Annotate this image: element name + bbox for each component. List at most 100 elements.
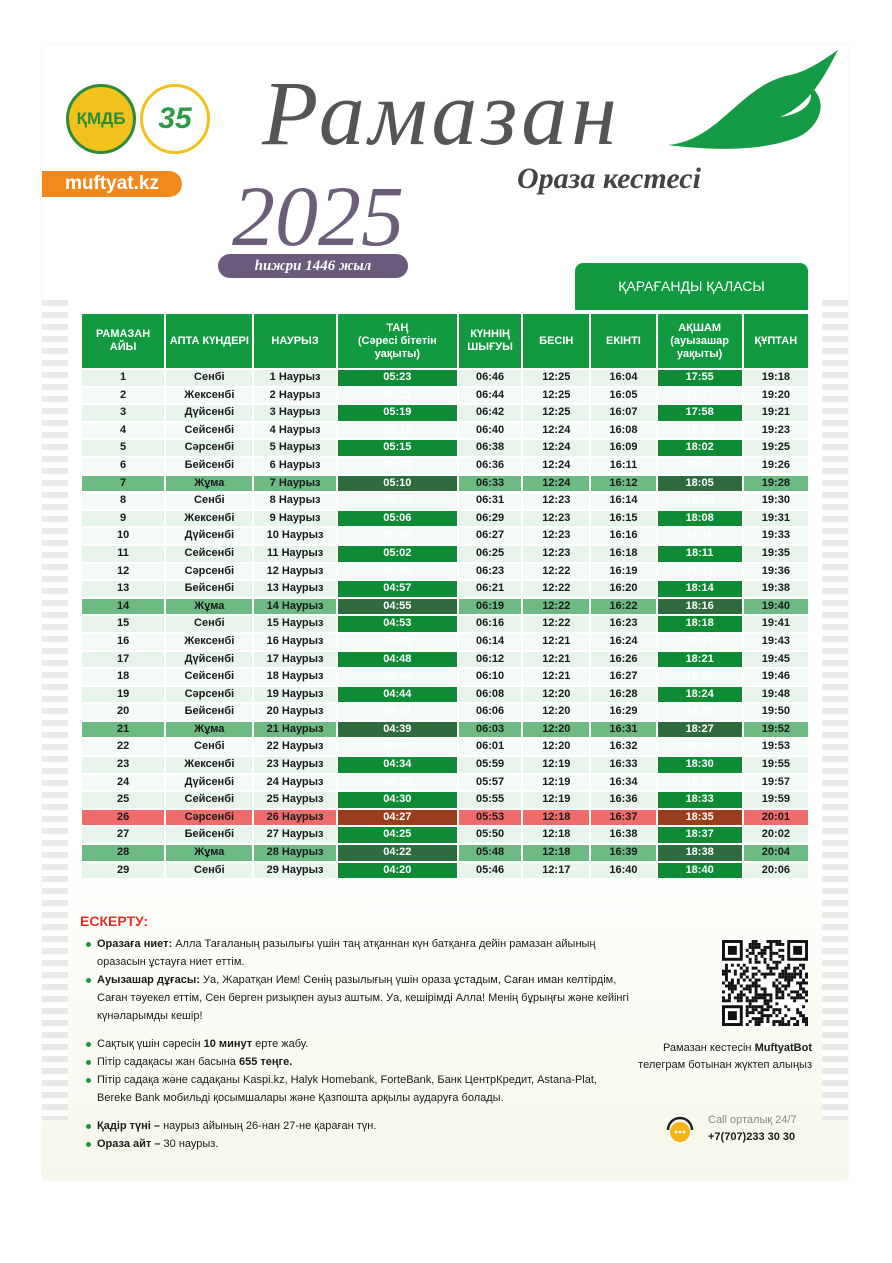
ornament-right — [822, 300, 848, 1120]
table-cell: Бейсенбі — [166, 457, 253, 474]
table-cell: 6 — [82, 457, 165, 474]
qr-module — [769, 996, 773, 1000]
table-cell: 18:24 — [657, 686, 742, 703]
table-cell: Сәрсенбі — [166, 686, 253, 703]
table-row: 9 Жексенбі 9 Наурыз 05:06 06:29 12:23 16:15 18:… — [82, 510, 808, 527]
city-tab: ҚАРАҒАНДЫ ҚАЛАСЫ — [575, 263, 808, 310]
table-row: 2 Жексенбі 2 Наурыз 05:21 06:44 12:25 16:05 17:… — [82, 387, 808, 404]
table-cell: 05:06 — [337, 510, 457, 527]
note-text: Ауызашар дұғасы: — [97, 974, 200, 986]
qr-module — [802, 987, 806, 991]
table-cell: 19:28 — [743, 475, 808, 492]
qr-module — [772, 1011, 776, 1015]
qr-module — [805, 993, 808, 997]
table-cell: 18:29 — [657, 739, 742, 756]
table-cell: 18:13 — [657, 563, 742, 580]
qr-module — [796, 1020, 800, 1024]
qr-module — [781, 975, 785, 979]
note-text: 30 наурыз. — [160, 1138, 219, 1150]
table-cell: 04:32 — [337, 774, 457, 791]
qr-module — [781, 969, 785, 973]
qr-module — [724, 963, 728, 967]
table-row: 7 Жұма 7 Наурыз 05:10 06:33 12:24 16:12 18:05 19… — [82, 475, 808, 492]
table-cell: 19:23 — [743, 422, 808, 439]
table-cell: 16:14 — [591, 493, 656, 509]
qr-module — [745, 987, 749, 991]
qr-module — [787, 1008, 791, 1012]
table-cell: 16:18 — [591, 545, 656, 562]
qr-module — [748, 945, 752, 949]
qr-module — [787, 966, 791, 970]
table-cell: 25 Наурыз — [254, 792, 336, 808]
table-cell: Дүйсенбі — [166, 528, 253, 544]
table-cell: 24 Наурыз — [254, 774, 336, 791]
qr-module — [739, 966, 743, 970]
qr-module — [763, 987, 767, 991]
table-cell: 18:38 — [657, 845, 742, 861]
qr-module — [796, 1011, 800, 1015]
qr-module — [772, 981, 776, 985]
qr-module — [736, 999, 740, 1003]
leaf-decoration — [668, 50, 838, 149]
table-cell: 04:55 — [337, 598, 457, 615]
table-cell: 22 Наурыз — [254, 739, 336, 756]
table-cell: 12:22 — [523, 598, 590, 615]
table-cell: 2 — [82, 387, 165, 404]
qr-module — [781, 1020, 785, 1024]
table-cell: 06:01 — [459, 739, 522, 756]
table-row: 17 Дүйсенбі 17 Наурыз 04:48 06:12 12:21 16:26 1… — [82, 651, 808, 668]
site-link[interactable]: muftyat.kz — [42, 171, 182, 197]
table-cell: 19:26 — [743, 457, 808, 474]
table-cell: 17:58 — [657, 405, 742, 421]
table-cell: Сенбі — [166, 370, 253, 386]
table-row: 11 Сейсенбі 11 Наурыз 05:02 06:25 12:23 16:18 1… — [82, 545, 808, 562]
qr-module — [775, 990, 779, 994]
table-cell: 18:11 — [657, 545, 742, 562]
note-group: Сақтық үшін сәресін 10 минут ерте жабу. П… — [84, 1035, 629, 1107]
qr-module — [760, 993, 764, 997]
qr-module — [766, 993, 770, 997]
table-cell: 05:48 — [459, 845, 522, 861]
qr-module — [748, 1011, 752, 1015]
table-cell: 17:57 — [657, 387, 742, 404]
table-cell: 20:04 — [743, 845, 808, 861]
table-cell: 12:23 — [523, 528, 590, 544]
qr-module — [766, 966, 770, 970]
table-cell: 1 Наурыз — [254, 370, 336, 386]
table-cell: 04:46 — [337, 669, 457, 685]
qr-module — [745, 984, 749, 988]
table-cell: 18:18 — [657, 616, 742, 632]
qr-module — [766, 963, 770, 967]
table-row: 19 Сәрсенбі 19 Наурыз 04:44 06:08 12:20 16:28 1… — [82, 686, 808, 703]
table-cell: 12:25 — [523, 405, 590, 421]
table-cell: 28 — [82, 845, 165, 861]
table-row: 1 Сенбі 1 Наурыз 05:23 06:46 12:25 16:04 17:55 1… — [82, 370, 808, 386]
table-cell: 12:20 — [523, 739, 590, 756]
table-cell: 05:23 — [337, 370, 457, 386]
table-cell: 4 — [82, 422, 165, 439]
qr-module — [802, 1005, 806, 1009]
qr-module — [766, 1005, 770, 1009]
table-cell: 2 Наурыз — [254, 387, 336, 404]
table-cell: Сенбі — [166, 616, 253, 632]
qr-module — [793, 975, 797, 979]
qr-module — [722, 990, 725, 994]
qr-module — [754, 984, 758, 988]
qr-module — [760, 1017, 764, 1021]
qr-module — [778, 954, 782, 958]
table-cell: 14 Наурыз — [254, 598, 336, 615]
qr-module — [784, 978, 788, 982]
note-group: Қадір түні – наурыз айының 26-нан 27-не … — [84, 1117, 629, 1153]
table-cell: 17 Наурыз — [254, 651, 336, 668]
table-cell: 18:26 — [657, 704, 742, 720]
table-cell: 16:16 — [591, 528, 656, 544]
qr-module — [751, 940, 755, 943]
table-cell: 19:35 — [743, 545, 808, 562]
qr-module — [772, 972, 776, 976]
table-row: 15 Сенбі 15 Наурыз 04:53 06:16 12:22 16:23 18:1… — [82, 616, 808, 632]
table-cell: 9 — [82, 510, 165, 527]
qr-module — [742, 993, 746, 997]
table-cell: 06:19 — [459, 598, 522, 615]
table-cell: 16:36 — [591, 792, 656, 808]
table-cell: 05:46 — [459, 862, 522, 879]
